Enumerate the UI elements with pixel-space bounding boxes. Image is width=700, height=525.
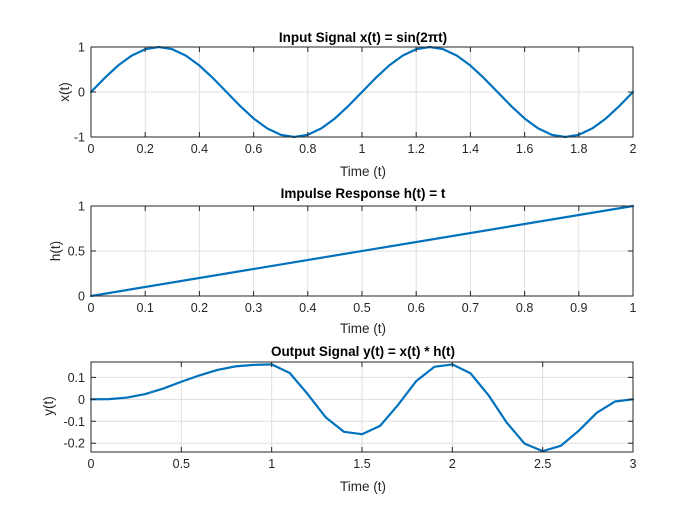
subplot-title: Output Signal y(t) = x(t) * h(t) <box>271 344 455 359</box>
x-tick-label: 1 <box>630 301 637 315</box>
x-tick-label: 0.9 <box>570 301 587 315</box>
x-tick-label: 2.5 <box>534 457 551 471</box>
subplot-title: Input Signal x(t) = sin(2πt) <box>279 30 447 45</box>
x-tick-label: 0 <box>88 457 95 471</box>
y-tick-label: 0 <box>78 290 85 304</box>
x-tick-label: 0.2 <box>191 301 208 315</box>
x-tick-label: 2 <box>449 457 456 471</box>
x-axis-label: Time (t) <box>340 479 386 494</box>
y-tick-label: 0 <box>78 86 85 100</box>
y-tick-label: 0.5 <box>68 245 85 259</box>
x-tick-label: 1 <box>359 142 366 156</box>
y-tick-label: -0.1 <box>63 415 85 429</box>
x-tick-label: 1.8 <box>570 142 587 156</box>
subplot-title: Impulse Response h(t) = t <box>281 186 446 201</box>
y-tick-label: -0.2 <box>63 437 85 451</box>
y-axis-label: y(t) <box>41 396 56 416</box>
x-tick-label: 0.2 <box>137 142 154 156</box>
x-tick-label: 0.6 <box>245 142 262 156</box>
x-tick-label: 1 <box>268 457 275 471</box>
y-tick-label: 1 <box>78 41 85 55</box>
x-tick-label: 0.1 <box>137 301 154 315</box>
x-axis-label: Time (t) <box>340 321 386 336</box>
y-axis-label: x(t) <box>57 82 72 102</box>
subplot-impulse-response: Impulse Response h(t) = t Time (t) h(t) … <box>48 186 637 336</box>
y-tick-label: -1 <box>74 131 85 145</box>
x-tick-label: 1.6 <box>516 142 533 156</box>
x-axis-label: Time (t) <box>340 164 386 179</box>
x-tick-label: 2 <box>630 142 637 156</box>
x-tick-label: 0.6 <box>408 301 425 315</box>
x-tick-label: 0.8 <box>516 301 533 315</box>
x-tick-label: 1.2 <box>408 142 425 156</box>
x-tick-label: 0.3 <box>245 301 262 315</box>
x-tick-label: 0.4 <box>299 301 316 315</box>
x-tick-label: 0.8 <box>299 142 316 156</box>
x-tick-label: 0 <box>88 301 95 315</box>
x-tick-label: 0.5 <box>353 301 370 315</box>
x-tick-label: 0.4 <box>191 142 208 156</box>
x-tick-label: 3 <box>630 457 637 471</box>
series-line <box>89 204 635 298</box>
x-tick-label: 0.7 <box>462 301 479 315</box>
series-line <box>89 45 635 139</box>
x-tick-label: 1.4 <box>462 142 479 156</box>
x-tick-label: 0.5 <box>173 457 190 471</box>
x-tick-label: 1.5 <box>353 457 370 471</box>
x-tick-label: 0 <box>88 142 95 156</box>
subplot-input-signal: Input Signal x(t) = sin(2πt) Time (t) x(… <box>57 30 637 179</box>
y-tick-label: 0 <box>78 393 85 407</box>
y-tick-label: 0.1 <box>68 371 85 385</box>
y-tick-label: 1 <box>78 200 85 214</box>
y-axis-label: h(t) <box>48 241 63 261</box>
subplot-output-signal: Output Signal y(t) = x(t) * h(t) Time (t… <box>41 344 637 494</box>
